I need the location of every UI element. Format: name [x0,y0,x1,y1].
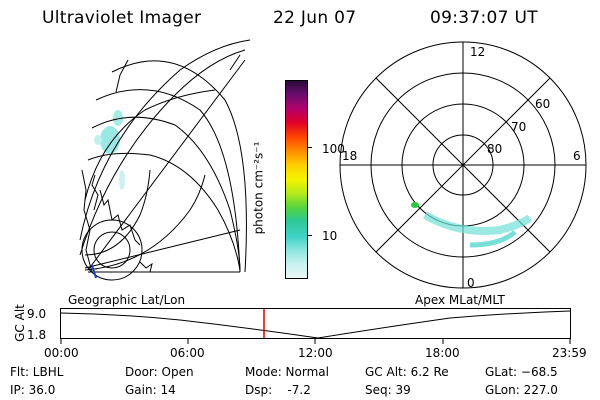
door-status: Door: Open [125,365,194,379]
geographic-map [79,39,251,281]
timeline-axis-label: GC Alt [12,304,27,342]
ip-status: IP: 36.0 [10,383,56,397]
colorbar-tick-mark [307,235,312,236]
polar-lat-70: 70 [511,120,526,134]
polar-label-6: 6 [573,149,581,163]
instrument-title: Ultraviolet Imager [42,8,202,28]
time-label: 09:37:07 UT [430,8,538,28]
glat-status: GLat: −68.5 [485,365,558,379]
timeline-xtick-2: 12:00 [298,346,333,360]
geographic-label: Geographic Lat/Lon [68,293,186,307]
date-label: 22 Jun 07 [273,8,357,28]
timeline-plot [60,308,571,344]
polar-lat-60: 60 [535,97,550,111]
polar-lat-80: 80 [487,142,502,156]
apex-label: Apex MLat/MLT [415,293,505,307]
timeline-xtick-0: 00:00 [44,346,79,360]
colorbar [285,80,308,279]
timeline-ytick-bottom: 1.8 [27,328,47,342]
polar-label-18: 18 [342,149,357,163]
filter-status: Flt: LBHL [10,365,64,379]
polar-label-12: 12 [470,45,485,59]
timeline-xtick-4: 23:59 [552,346,587,360]
dsp-status: Dsp: -7.2 [245,383,311,397]
mode-status: Mode: Normal [245,365,329,379]
colorbar-tick-100: 100 [322,142,345,156]
polar-plot: 12 18 6 0 60 70 80 [339,41,587,290]
gain-status: Gain: 14 [125,383,176,397]
colorbar-tick-mark [307,147,312,148]
timeline-xtick-1: 06:00 [170,346,205,360]
colorbar-tick-10: 10 [322,229,338,243]
seq-status: Seq: 39 [365,383,411,397]
polar-label-0: 0 [467,276,475,290]
gc-alt-status: GC Alt: 6.2 Re [365,365,449,379]
timeline-xtick-3: 18:00 [425,346,460,360]
timeline-ytick-top: 9.0 [27,307,47,321]
colorbar-unit-label: photon cm⁻²s⁻¹ [251,141,266,235]
glon-status: GLon: 227.0 [485,383,558,397]
